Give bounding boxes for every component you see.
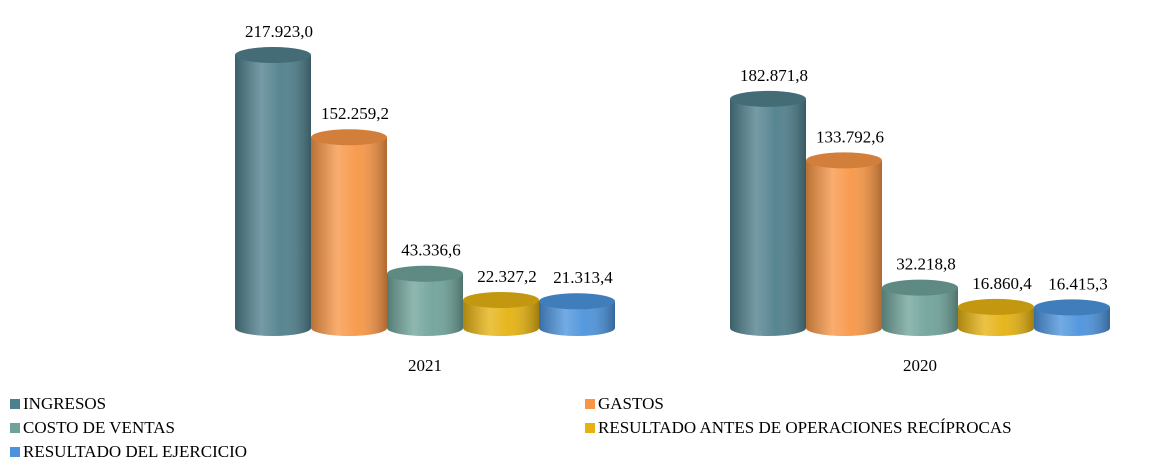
bar-shade (806, 160, 882, 336)
bar-top-shade (539, 293, 615, 310)
bar-top (539, 293, 615, 310)
legend-label: COSTO DE VENTAS (23, 418, 175, 437)
bar-top (387, 265, 463, 282)
x-tick-label: 2020 (903, 356, 937, 375)
bar-shade (958, 306, 1034, 336)
bar-top (730, 90, 806, 107)
legend-label: INGRESOS (23, 394, 106, 413)
bar-top-shade (806, 152, 882, 169)
data-label: 152.259,2 (321, 104, 389, 123)
bar-top-shade (730, 90, 806, 107)
bar-shade (1034, 307, 1110, 336)
bar-shade (387, 273, 463, 336)
bar-top (311, 129, 387, 146)
bar-top-shade (463, 292, 539, 309)
data-label: 22.327,2 (477, 267, 537, 286)
data-label: 43.336,6 (401, 241, 461, 260)
legend-swatch (10, 447, 20, 457)
bar-top (1034, 299, 1110, 316)
bar-top (958, 298, 1034, 315)
bar-top-shade (958, 298, 1034, 315)
data-label: 16.860,4 (972, 274, 1032, 293)
bar-top (806, 152, 882, 169)
data-label: 182.871,8 (740, 66, 808, 85)
data-label: 16.415,3 (1048, 274, 1108, 293)
bar-top (235, 47, 311, 63)
legend-swatch (585, 399, 595, 409)
bar-top-shade (882, 279, 958, 296)
legend-label: GASTOS (598, 394, 664, 413)
bar-shade (311, 137, 387, 336)
bar-top (882, 279, 958, 296)
data-label: 217.923,0 (245, 22, 313, 41)
legend-label: RESULTADO ANTES DE OPERACIONES RECÍPROCA… (598, 418, 1012, 437)
bar-shade (539, 301, 615, 336)
data-label: 32.218,8 (896, 255, 956, 274)
bar-shade (882, 287, 958, 336)
bar-top-shade (235, 47, 311, 63)
legend-label: RESULTADO DEL EJERCICIO (23, 442, 247, 459)
bar-top (463, 292, 539, 309)
data-label: 21.313,4 (553, 268, 613, 287)
legend-swatch (10, 399, 20, 409)
bar-shade (463, 300, 539, 336)
data-label: 133.792,6 (816, 127, 884, 146)
bar-top-shade (1034, 299, 1110, 316)
x-tick-label: 2021 (408, 356, 442, 375)
bar-top-shade (311, 129, 387, 146)
legend-swatch (585, 423, 595, 433)
bar-shade (730, 98, 806, 336)
legend-swatch (10, 423, 20, 433)
bar-top-shade (387, 265, 463, 282)
bar-shade (235, 55, 311, 336)
